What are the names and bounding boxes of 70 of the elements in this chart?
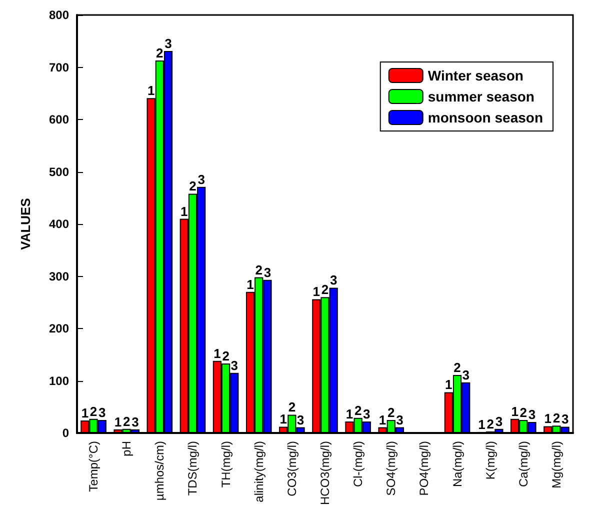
x-tick-label: CO3(mg/l) xyxy=(284,441,299,496)
annotation: 1 xyxy=(180,204,188,219)
annotation: 3 xyxy=(296,412,304,428)
annotation: 1 xyxy=(280,412,287,427)
annotation: 2 xyxy=(122,414,130,429)
x-tick-label: pH xyxy=(120,441,134,456)
x-tick-label: Ca(mg/l) xyxy=(516,441,530,488)
annotation: 1 xyxy=(478,416,486,432)
annotation: 1 xyxy=(445,377,452,392)
annotation: 2 xyxy=(552,410,560,426)
annotation: 1 xyxy=(246,276,254,292)
x-tick-label: HCO3(mg/l) xyxy=(318,441,332,506)
annotation: 3 xyxy=(462,367,470,382)
y-tick-label: 200 xyxy=(48,322,70,336)
annotation: 3 xyxy=(98,404,106,420)
x-tick-label: TH(mg/l) xyxy=(218,441,233,488)
annotation: 2 xyxy=(486,416,494,432)
annotation: 2 xyxy=(454,360,461,376)
annotation: 1 xyxy=(214,346,221,361)
x-tick-label: TDS(mg/l) xyxy=(186,441,200,496)
annotation: 1 xyxy=(147,83,155,98)
annotation: 3 xyxy=(164,36,172,52)
x-tick-label: SO4(mg/l) xyxy=(384,441,398,496)
annotation: 2 xyxy=(520,404,528,420)
y-tick-label: 0 xyxy=(62,426,70,440)
y-tick-label: 300 xyxy=(48,269,70,284)
annotation: 1 xyxy=(511,404,518,419)
annotation: 2 xyxy=(156,45,164,60)
annotation: 1 xyxy=(346,406,354,422)
x-tick-label: Temp(°C) xyxy=(86,441,101,492)
annotation: 3 xyxy=(495,414,503,429)
annotation: 2 xyxy=(255,262,262,278)
y-tick-label: 600 xyxy=(48,112,70,126)
annotation: 2 xyxy=(90,404,98,419)
annotation: 2 xyxy=(288,400,296,415)
annotation: 2 xyxy=(388,404,395,420)
annotation: 1 xyxy=(114,414,122,430)
x-tick-label: alinity(mg/l) xyxy=(252,441,266,502)
annotation: 3 xyxy=(230,358,238,373)
x-tick-label: Cl-(mg/l) xyxy=(351,441,366,487)
y-tick-label: 400 xyxy=(48,217,70,231)
x-tick-label: Mg(mg/l) xyxy=(549,441,564,488)
annotation: 1 xyxy=(378,412,386,428)
annotation: 3 xyxy=(396,412,404,428)
annotation: 1 xyxy=(312,284,320,300)
annotation: 3 xyxy=(561,412,569,427)
annotation: 3 xyxy=(264,264,272,280)
annotation: 2 xyxy=(354,402,362,418)
legend-label: Winter season xyxy=(428,68,524,84)
annotation: 2 xyxy=(222,348,230,364)
annotation: 1 xyxy=(81,405,89,420)
y-axis-title: VALUES xyxy=(18,198,33,250)
annotation: 3 xyxy=(330,272,338,288)
annotation: 2 xyxy=(321,282,329,298)
annotation: 2 xyxy=(189,178,196,194)
x-tick-label: Na(mg/l) xyxy=(450,441,464,488)
y-tick-label: 700 xyxy=(48,60,70,74)
annotation: 3 xyxy=(132,414,139,430)
y-tick-label: 100 xyxy=(48,374,70,388)
annotation: 1 xyxy=(544,411,552,426)
x-tick-label: µmhos/cm) xyxy=(152,441,167,501)
annotation: 3 xyxy=(363,406,370,422)
x-tick-label: PO4(mg/l) xyxy=(417,441,432,496)
x-tick-label: K(mg/l) xyxy=(483,441,498,480)
legend-label: monsoon season xyxy=(428,110,544,126)
y-tick-label: 500 xyxy=(48,164,70,179)
y-tick-label: 800 xyxy=(48,8,70,22)
annotation: 3 xyxy=(528,407,536,422)
legend-label: summer season xyxy=(428,88,534,104)
annotation: 3 xyxy=(198,172,205,187)
